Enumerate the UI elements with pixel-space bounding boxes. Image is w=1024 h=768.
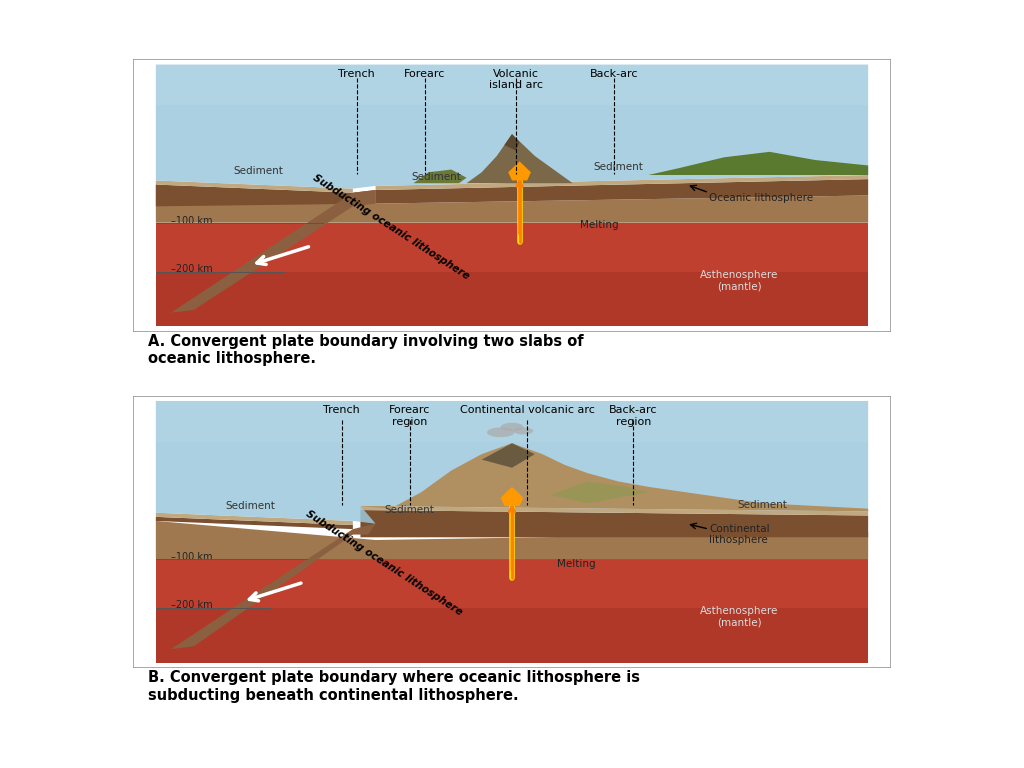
Text: Continental
lithosphere: Continental lithosphere — [709, 524, 770, 545]
Text: –100 km: –100 km — [171, 216, 213, 226]
Text: Sediment: Sediment — [233, 167, 283, 177]
Polygon shape — [508, 161, 530, 180]
Polygon shape — [156, 272, 868, 326]
Text: Melting: Melting — [581, 220, 618, 230]
Text: Sediment: Sediment — [412, 172, 461, 182]
Polygon shape — [550, 482, 648, 503]
Polygon shape — [376, 175, 868, 190]
Text: Volcanic
island arc: Volcanic island arc — [488, 68, 543, 91]
Polygon shape — [156, 65, 868, 189]
Polygon shape — [133, 396, 891, 668]
Polygon shape — [156, 608, 868, 663]
Text: Back-arc
region: Back-arc region — [609, 405, 657, 427]
Polygon shape — [156, 223, 868, 272]
Text: Sediment: Sediment — [385, 505, 434, 515]
Circle shape — [487, 428, 514, 437]
Text: Back-arc: Back-arc — [590, 68, 639, 78]
Polygon shape — [156, 180, 353, 193]
Polygon shape — [156, 517, 353, 529]
Polygon shape — [376, 179, 868, 204]
Text: Forearc
region: Forearc region — [389, 405, 430, 427]
Polygon shape — [481, 443, 535, 468]
Polygon shape — [360, 443, 868, 511]
Text: Forearc: Forearc — [404, 68, 445, 78]
Polygon shape — [171, 524, 376, 649]
Polygon shape — [156, 513, 353, 525]
Polygon shape — [360, 510, 868, 538]
Polygon shape — [467, 134, 572, 184]
Text: B. Convergent plate boundary where oceanic lithosphere is
subducting beneath con: B. Convergent plate boundary where ocean… — [148, 670, 640, 703]
Polygon shape — [414, 170, 467, 184]
Polygon shape — [171, 190, 376, 313]
Polygon shape — [648, 152, 868, 175]
Text: –100 km: –100 km — [171, 552, 213, 562]
Polygon shape — [156, 401, 868, 524]
Polygon shape — [156, 184, 376, 207]
Text: Development of a Volcanic Island Arc: Development of a Volcanic Island Arc — [12, 11, 770, 45]
Text: Melting: Melting — [557, 559, 596, 569]
Polygon shape — [156, 521, 868, 559]
Polygon shape — [156, 401, 868, 442]
Polygon shape — [360, 506, 868, 515]
Text: Sediment: Sediment — [593, 162, 643, 172]
Text: –200 km: –200 km — [171, 263, 213, 274]
Text: Oceanic lithosphere: Oceanic lithosphere — [709, 194, 813, 204]
Text: Sediment: Sediment — [225, 502, 275, 511]
Text: Continental volcanic arc: Continental volcanic arc — [460, 405, 595, 415]
Polygon shape — [133, 59, 891, 332]
Text: Subducting oceanic lithosphere: Subducting oceanic lithosphere — [303, 508, 464, 617]
Polygon shape — [156, 559, 868, 608]
Text: –200 km: –200 km — [171, 600, 213, 611]
Text: Asthenosphere
(mantle): Asthenosphere (mantle) — [700, 606, 778, 628]
Text: Asthenosphere
(mantle): Asthenosphere (mantle) — [700, 270, 778, 292]
Polygon shape — [156, 184, 868, 223]
Circle shape — [513, 428, 534, 435]
Text: Sediment: Sediment — [737, 500, 787, 510]
Text: A. Convergent plate boundary involving two slabs of
oceanic lithosphere.: A. Convergent plate boundary involving t… — [148, 334, 584, 366]
Text: Trench: Trench — [324, 405, 359, 415]
Text: Trench: Trench — [338, 68, 375, 78]
Text: Subducting oceanic lithosphere: Subducting oceanic lithosphere — [311, 172, 471, 281]
Polygon shape — [156, 65, 868, 105]
Circle shape — [501, 422, 523, 431]
Polygon shape — [501, 487, 523, 506]
Polygon shape — [505, 134, 519, 151]
